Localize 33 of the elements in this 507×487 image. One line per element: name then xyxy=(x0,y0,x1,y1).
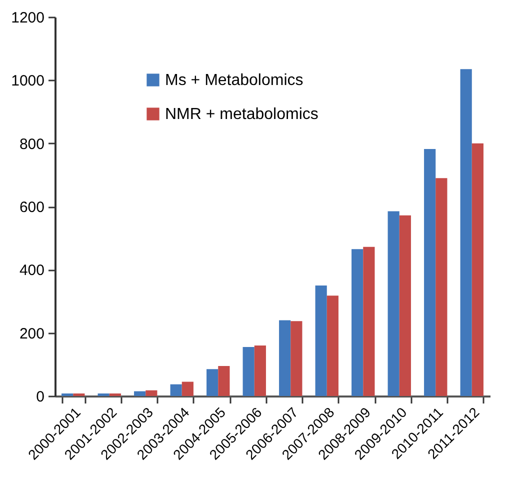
bar xyxy=(254,345,266,396)
y-tick-label: 200 xyxy=(19,325,44,342)
bar xyxy=(146,390,158,396)
y-tick-label: 0 xyxy=(36,388,44,406)
bar xyxy=(170,384,182,396)
bar xyxy=(182,382,194,396)
bar xyxy=(206,369,218,396)
y-tick-label: 1200 xyxy=(11,10,44,26)
bar xyxy=(218,366,230,396)
bar xyxy=(62,393,74,396)
bar xyxy=(290,321,302,396)
bar xyxy=(352,249,364,396)
y-tick-label: 400 xyxy=(19,262,44,280)
bar xyxy=(326,296,338,396)
bar xyxy=(242,347,254,396)
bar xyxy=(472,143,484,396)
bar xyxy=(73,393,85,396)
bar xyxy=(388,211,400,396)
y-tick-label: 600 xyxy=(19,199,44,216)
bar xyxy=(315,285,327,396)
bar xyxy=(424,149,436,396)
bar xyxy=(460,69,472,396)
y-tick-label: 1000 xyxy=(11,72,44,90)
bar xyxy=(98,393,110,396)
bar xyxy=(363,246,375,396)
bar xyxy=(399,215,411,396)
bar xyxy=(279,320,291,396)
bar xyxy=(436,178,448,396)
legend-label: NMR + metabolomics xyxy=(165,106,318,123)
y-tick-label: 800 xyxy=(19,136,44,153)
bar xyxy=(134,391,146,396)
legend-label: Ms + Metabolomics xyxy=(165,72,304,89)
bar xyxy=(109,393,121,396)
